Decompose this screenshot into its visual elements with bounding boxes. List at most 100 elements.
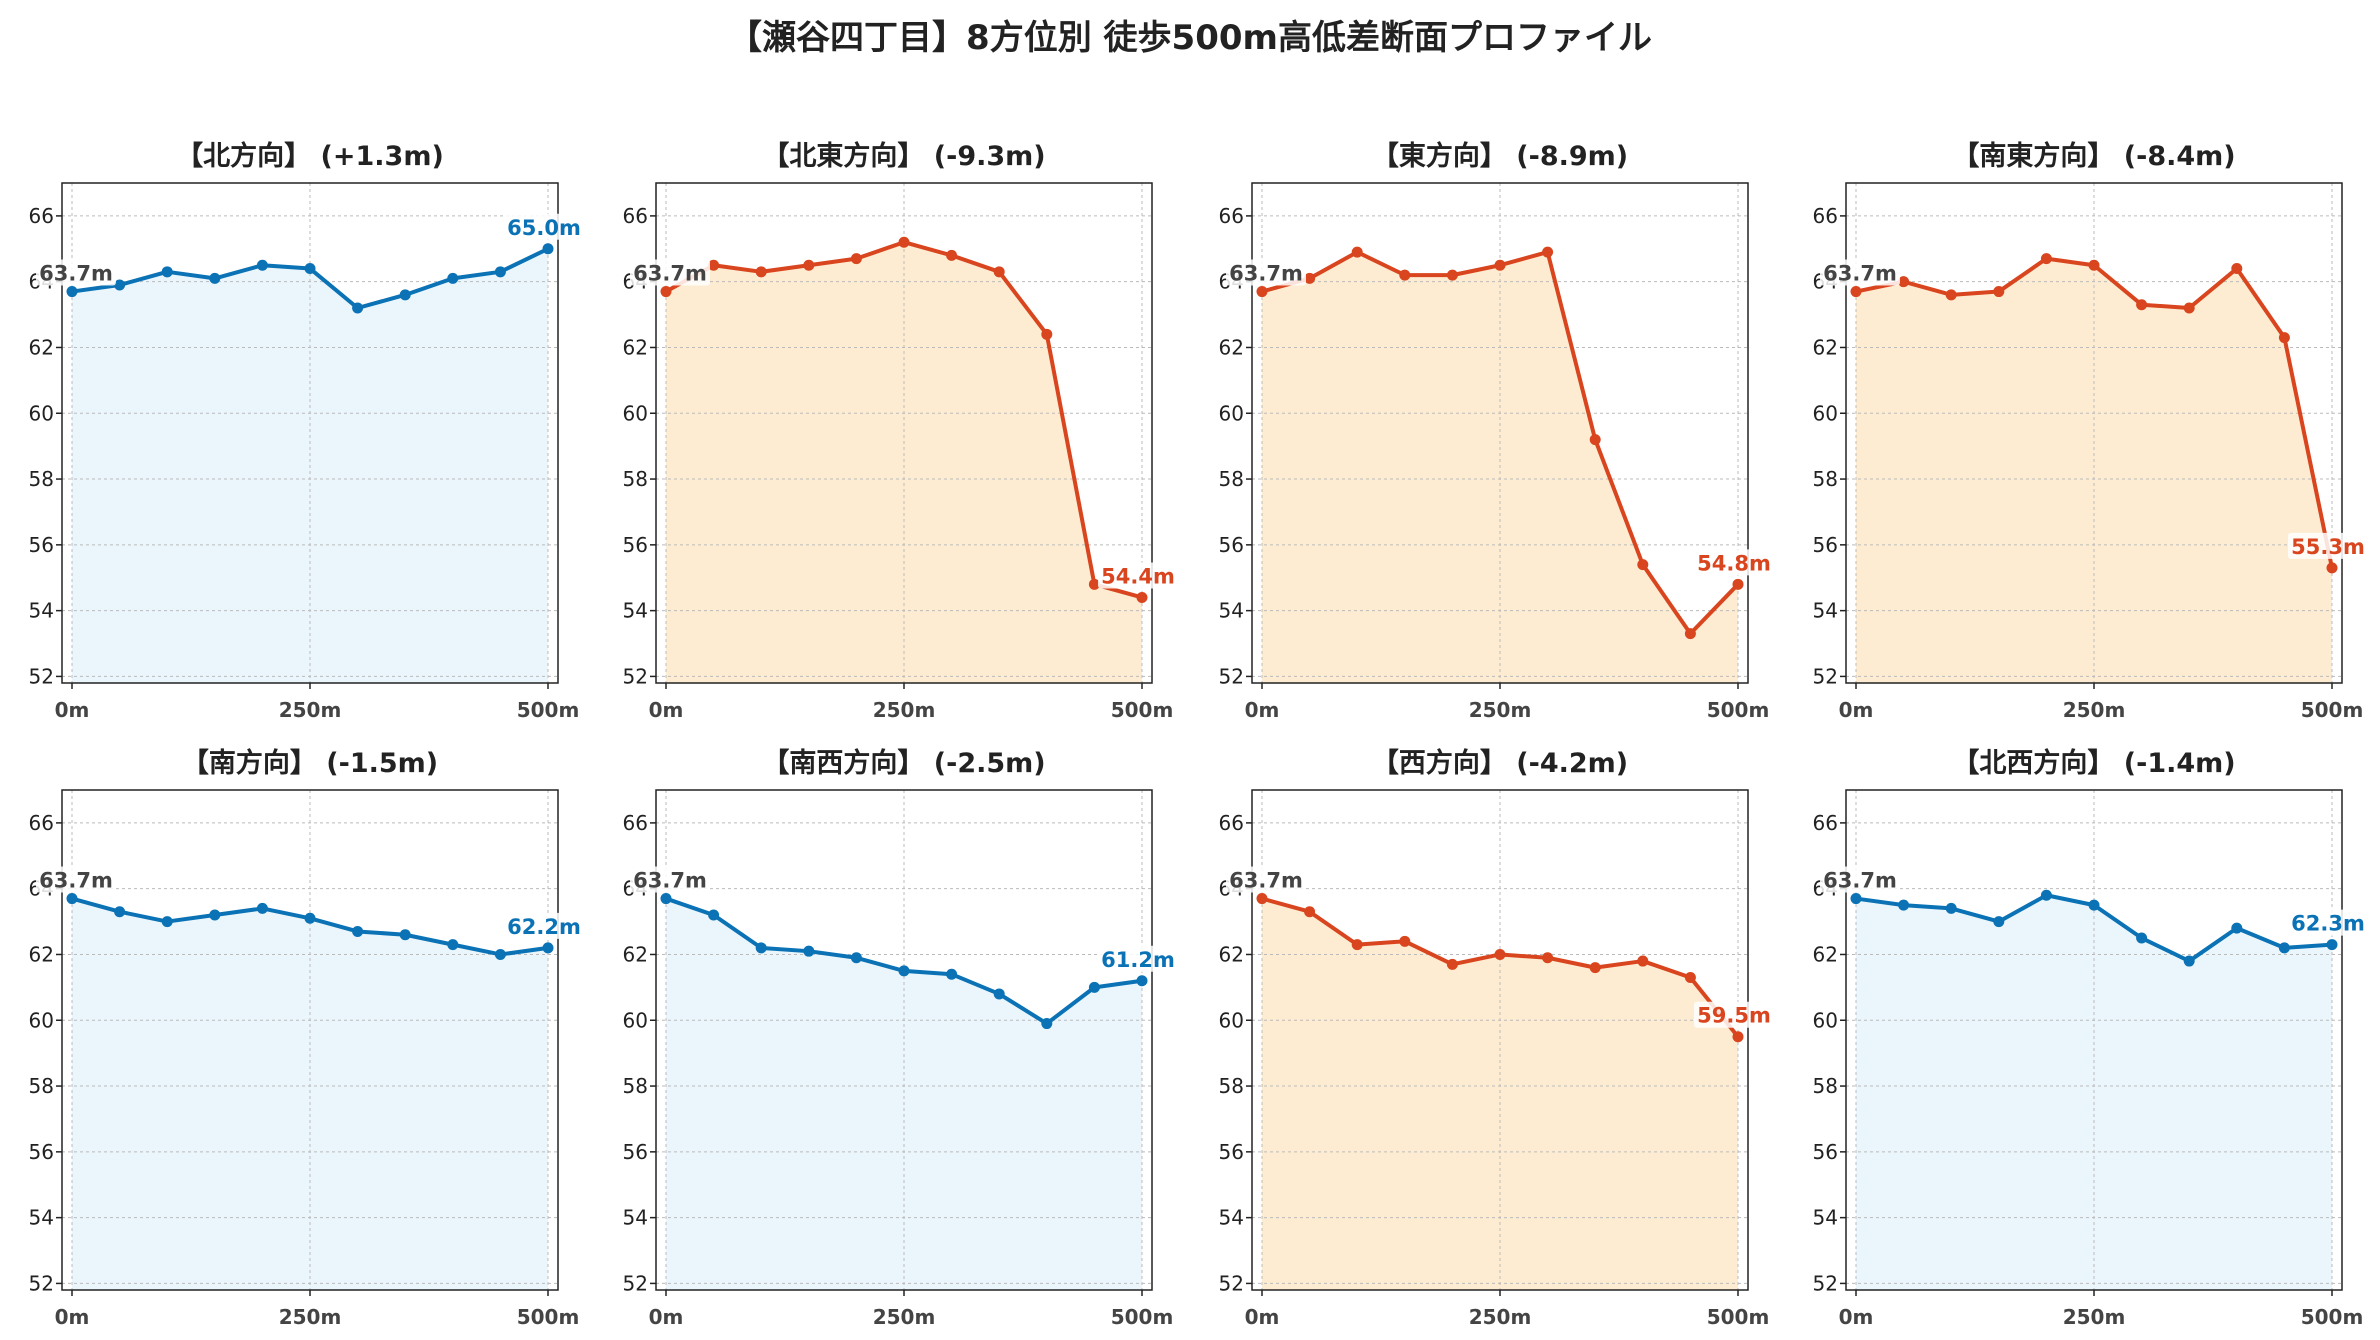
panel-7-end-label-bg [1694, 1001, 1774, 1028]
panel-1-start-label-bg [36, 259, 116, 286]
panel-7-data-point [1732, 1031, 1744, 1043]
panel-3-y-tick-label: 60 [1219, 401, 1244, 425]
panel-6-x-tick-label: 250m [873, 1305, 936, 1329]
panel-4-data-point [2231, 263, 2243, 275]
panel-7-data-point [1351, 939, 1363, 951]
panel-2-y-tick-label: 54 [623, 599, 648, 623]
panel-5-data-point [161, 916, 173, 928]
panel-1-data-point [304, 263, 316, 275]
panel-3-x-tick-label: 500m [1707, 698, 1770, 722]
panel-7-y-tick-label: 66 [1219, 811, 1244, 835]
panel-7-data-point [1684, 972, 1696, 983]
panel-6-area-fill [666, 898, 1142, 1290]
panel-6-y-tick-label: 52 [623, 1271, 648, 1295]
panel-4-data-point [2088, 259, 2100, 271]
panel-8-data-point [2136, 932, 2148, 944]
panel-1-x-tick-label: 250m [279, 698, 342, 722]
panel-3-end-label-bg [1694, 549, 1774, 576]
panel-8-y-tick-label: 58 [1813, 1074, 1838, 1098]
panel-2-start-label: 63.7m [633, 262, 707, 286]
panel-5-y-tick-label: 52 [29, 1271, 54, 1295]
panel-8-data-point [1945, 902, 1957, 914]
panel-8-data-point [1850, 893, 1862, 905]
panel-2-y-tick-label: 58 [623, 467, 648, 491]
panel-2-data-point [850, 253, 862, 265]
panel-6-frame [655, 789, 1153, 1291]
panel-6-start-label-bg [630, 866, 710, 893]
panel-6-data-point [708, 909, 720, 921]
panel-6-data-point [993, 988, 1005, 1000]
panel-4-y-tick-label: 54 [1813, 599, 1838, 623]
panel-4-start-label: 63.7m [1823, 262, 1897, 286]
panel-7-end-label: 59.5m [1697, 1004, 1771, 1028]
panel-7-area-fill [1262, 898, 1738, 1290]
panel-2-data-point [946, 249, 958, 261]
panel-2-data-point [1088, 578, 1100, 590]
panel-3-frame [1251, 182, 1749, 684]
panel-6-data-point [755, 942, 767, 954]
panel-8-y-tick-label: 52 [1813, 1271, 1838, 1295]
panel-8-data-point [1993, 916, 2005, 928]
panel-1-x-tick-label: 0m [55, 698, 90, 722]
panel-4-y-tick-label: 62 [1813, 335, 1838, 359]
panel-2-frame [655, 182, 1153, 684]
panel-3-start-label: 63.7m [1229, 262, 1303, 286]
panel-1-data-point [114, 279, 126, 291]
panel-5-data-point [256, 902, 268, 914]
panel-1-data-point [209, 272, 221, 284]
panel-5-x-tick-label: 500m [517, 1305, 580, 1329]
panel-8-y-tick-label: 66 [1813, 811, 1838, 835]
panel-5-y-tick-label: 56 [29, 1140, 54, 1164]
panel-5-start-label-bg [36, 866, 116, 893]
panel-4-data-point [1993, 286, 2005, 298]
panel-1-data-point [161, 266, 173, 278]
panel-8-x-tick-label: 500m [2301, 1305, 2364, 1329]
panel-1-y-tick-label: 58 [29, 467, 54, 491]
panel-1-data-point [352, 302, 364, 314]
panel-3-data-point [1446, 269, 1458, 281]
panel-4-frame [1845, 182, 2343, 684]
panel-2-end-label-bg [1098, 562, 1178, 589]
panel-5-start-label: 63.7m [39, 869, 113, 893]
panel-5-end-label: 62.2m [507, 915, 581, 939]
panel-7-data-point [1542, 952, 1554, 964]
panel-6-y-tick-label: 54 [623, 1206, 648, 1230]
panel-4-x-tick-label: 250m [2063, 698, 2126, 722]
panel-1-frame [61, 182, 559, 684]
panel-8-end-label: 62.3m [2291, 912, 2365, 936]
panel-8-x-tick-label: 250m [2063, 1305, 2126, 1329]
panel-7-frame [1251, 789, 1749, 1291]
panel-5-y-tick-label: 62 [29, 942, 54, 966]
panel-1-data-point [66, 286, 78, 298]
panel-7-y-tick-label: 56 [1219, 1140, 1244, 1164]
panel-5-x-tick-label: 250m [279, 1305, 342, 1329]
panel-2-y-tick-label: 52 [623, 664, 648, 688]
panel-4-x-tick-label: 500m [2301, 698, 2364, 722]
panel-6-data-point [660, 893, 672, 905]
panel-3-y-tick-label: 52 [1219, 664, 1244, 688]
panel-5-data-point [66, 893, 78, 905]
panel-5-frame [61, 789, 559, 1291]
panel-3-title: 【東方向】 (-8.9m) [1372, 140, 1628, 172]
panel-6-y-tick-label: 56 [623, 1140, 648, 1164]
panel-7-data-point [1304, 906, 1316, 918]
panel-5-x-tick-label: 0m [55, 1305, 90, 1329]
panel-1-data-point [494, 266, 506, 278]
panel-8-y-tick-label: 54 [1813, 1206, 1838, 1230]
panel-7-y-tick-label: 52 [1219, 1271, 1244, 1295]
panel-7-start-label-bg [1226, 866, 1306, 893]
panel-6-data-point [803, 945, 815, 957]
panel-3-data-point [1256, 286, 1268, 298]
panel-8-frame [1845, 789, 2343, 1291]
panel-6-data-point [1136, 975, 1148, 987]
panel-8-data-point [2278, 942, 2290, 954]
panel-4-data-point [1898, 276, 1910, 288]
panel-7-data-point [1637, 955, 1649, 967]
panel-1-y-tick-label: 52 [29, 664, 54, 688]
panel-7-data-point [1494, 948, 1506, 960]
panel-6-y-tick-label: 58 [623, 1074, 648, 1098]
panel-4-y-tick-label: 58 [1813, 467, 1838, 491]
panel-4-data-point [2136, 299, 2148, 311]
panel-2-data-point [660, 286, 672, 298]
